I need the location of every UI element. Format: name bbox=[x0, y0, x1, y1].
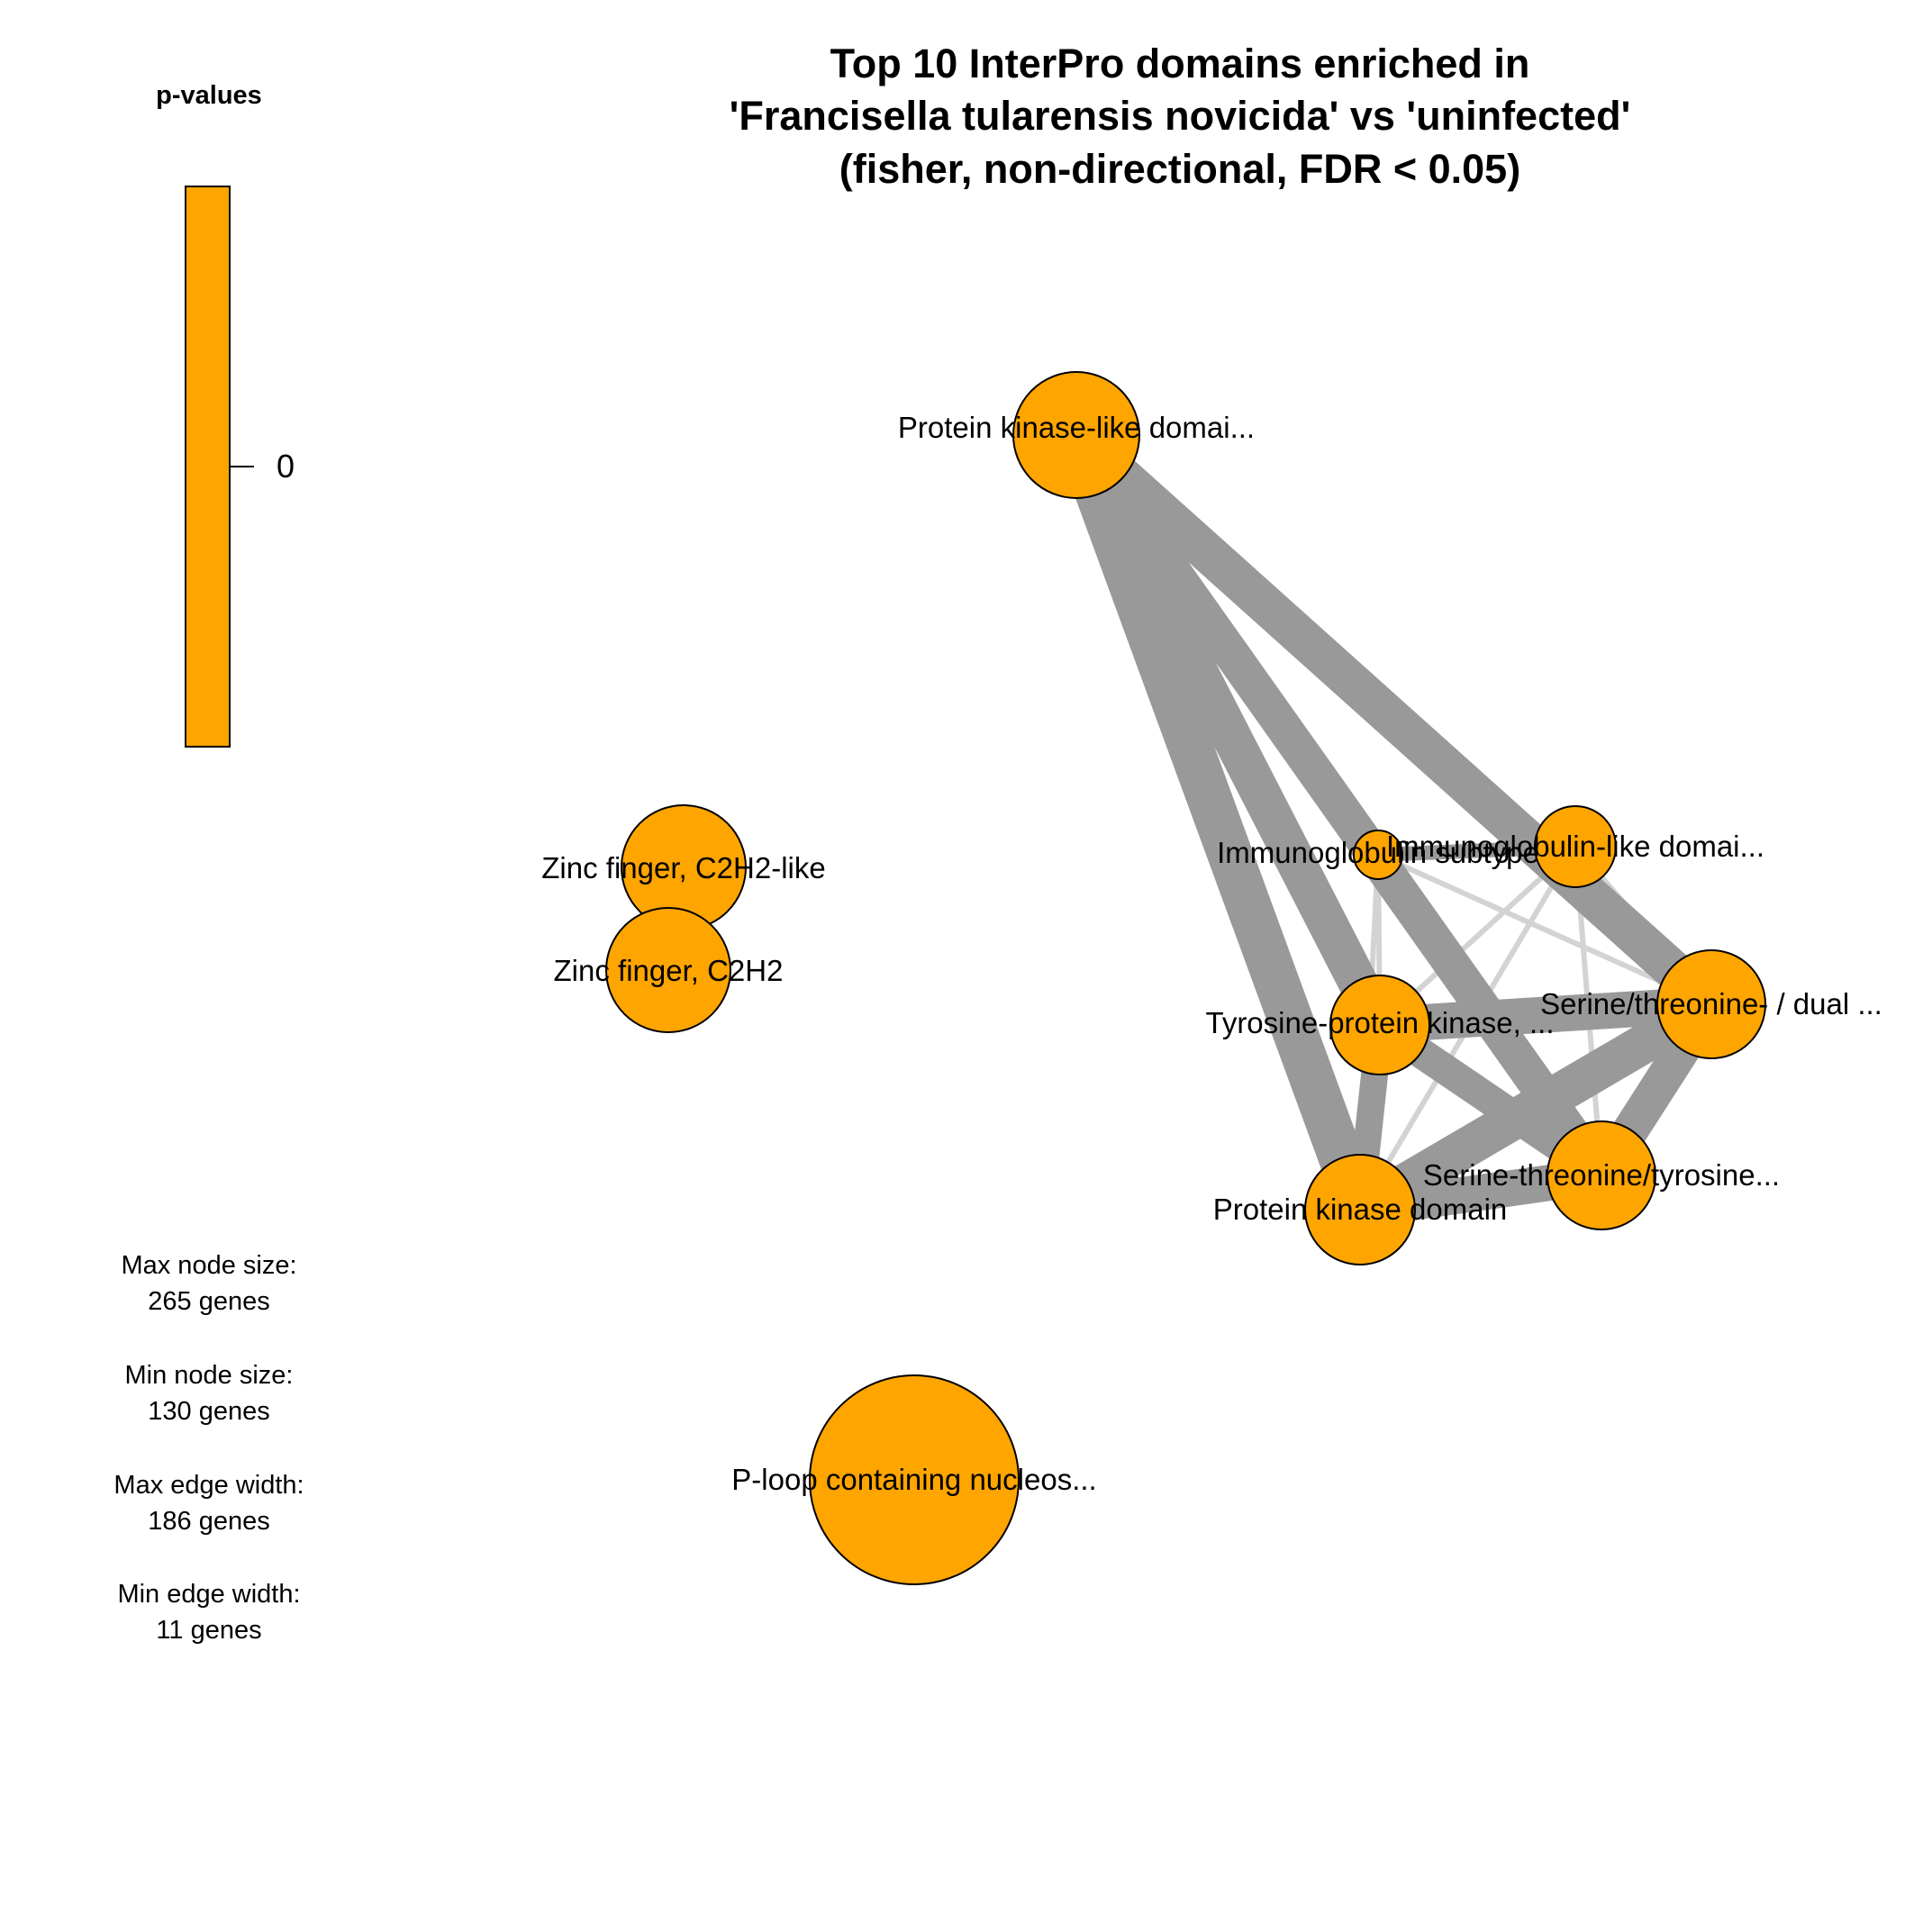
min-node-size-label: Min node size: bbox=[125, 1361, 294, 1390]
min-edge-width-value: 11 genes bbox=[156, 1616, 261, 1645]
min-edge-width-label: Min edge width: bbox=[117, 1580, 300, 1609]
edge-tyr-ser_dual bbox=[1378, 986, 1713, 1043]
title-line-3: (fisher, non-directional, FDR < 0.05) bbox=[839, 146, 1520, 192]
min-node-size-value: 130 genes bbox=[148, 1397, 269, 1426]
node-pkd bbox=[1304, 1154, 1416, 1265]
legend-tick-label: 0 bbox=[277, 448, 295, 485]
node-ploop bbox=[809, 1374, 1020, 1585]
node-ser_tyr bbox=[1547, 1120, 1656, 1230]
legend-color-bar bbox=[185, 186, 231, 748]
node-label-zf_like: Zinc finger, C2H2-like bbox=[541, 851, 825, 884]
node-label-zf: Zinc finger, C2H2 bbox=[554, 954, 784, 987]
max-node-size-value: 265 genes bbox=[148, 1287, 269, 1316]
node-ig_sub bbox=[1353, 830, 1403, 880]
edge-pkd-ser_dual bbox=[1349, 987, 1722, 1227]
node-label-pkd: Protein kinase domain bbox=[1213, 1193, 1508, 1226]
max-edge-width-label: Max edge width: bbox=[113, 1471, 304, 1500]
node-label-ser_dual: Serine/threonine- / dual ... bbox=[1540, 987, 1882, 1020]
node-ig_like bbox=[1534, 805, 1617, 888]
title-line-1: Top 10 InterPro domains enriched in bbox=[830, 41, 1530, 86]
edge-pkl-ser_dual bbox=[1063, 420, 1725, 1020]
legend-title: p-values bbox=[156, 81, 262, 110]
max-node-size-label: Max node size: bbox=[121, 1251, 296, 1280]
node-pkl bbox=[1012, 371, 1140, 499]
size-stats: Max node size: 265 genes Min node size: … bbox=[113, 1251, 304, 1645]
figure-title: Top 10 InterPro domains enriched in 'Fra… bbox=[730, 41, 1631, 192]
title-line-2: 'Francisella tularensis novicida' vs 'un… bbox=[730, 93, 1631, 139]
node-label-pkl: Protein kinase-like domai... bbox=[898, 411, 1255, 444]
node-label-ploop: P-loop containing nucleos... bbox=[731, 1463, 1096, 1496]
edges-layer bbox=[1055, 420, 1727, 1228]
edge-pkl-ser_tyr bbox=[1061, 424, 1617, 1186]
node-label-ig_sub: Immunoglobulin subtype bbox=[1217, 836, 1539, 869]
node-zf bbox=[605, 907, 731, 1033]
node-tyr bbox=[1329, 975, 1430, 1075]
pvalue-legend: p-values 0 bbox=[156, 81, 295, 748]
node-ser_dual bbox=[1656, 949, 1766, 1059]
labels-layer: Protein kinase-like domai... Zinc finger,… bbox=[541, 411, 1882, 1496]
max-edge-width-value: 186 genes bbox=[148, 1507, 269, 1536]
nodes-layer bbox=[605, 371, 1766, 1585]
node-label-ig_like: Immunoglobulin-like domai... bbox=[1386, 830, 1764, 863]
node-label-ser_tyr: Serine-threonine/tyrosine... bbox=[1423, 1158, 1780, 1192]
node-label-tyr: Tyrosine-protein kinase, ... bbox=[1205, 1006, 1554, 1039]
